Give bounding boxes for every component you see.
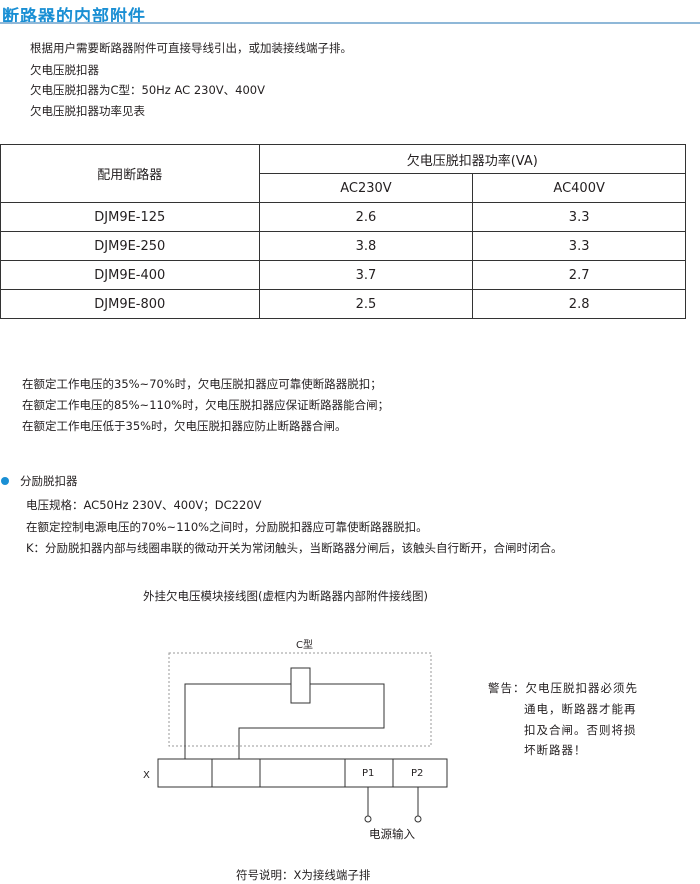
wire	[184, 683, 291, 759]
table-row: DJM9E-125 2.6 3.3	[0, 202, 686, 232]
dashed-box	[168, 652, 432, 747]
shunt-line: 在额定控制电源电压的70%~110%之间时，分励脱扣器应可靠使断路器脱扣。	[26, 520, 428, 534]
title-divider	[0, 22, 700, 24]
shunt-line: K：分励脱扣器内部与线圈串联的微动开关为常闭触头，当断路器分闸后，该触头自行断开…	[26, 541, 563, 555]
cell: 3.3	[472, 231, 686, 261]
box-label: C型	[296, 640, 313, 651]
warning-line: 扣及合闸。否则将损	[524, 723, 637, 737]
intro-line: 欠电压脱扣器为C型：50Hz AC 230V、400V	[30, 83, 265, 97]
terminal-p2: P2	[411, 768, 424, 779]
table-row: DJM9E-250 3.8 3.3	[0, 231, 686, 261]
strip-label: X	[143, 770, 150, 781]
power-label: 电源输入	[369, 827, 415, 841]
condition-line: 在额定工作电压的85%~110%时，欠电压脱扣器应保证断路器能合闸；	[22, 398, 390, 412]
wire	[238, 683, 385, 759]
warning-line: 通电，断路器才能再	[524, 702, 637, 716]
shunt-line: 电压规格：AC50Hz 230V、400V；DC220V	[26, 498, 262, 512]
condition-line: 在额定工作电压的35%~70%时，欠电压脱扣器应可靠使断路器脱扣；	[22, 377, 382, 391]
table-row: DJM9E-400 3.7 2.7	[0, 260, 686, 290]
power-table: 配用断路器 欠电压脱扣器功率(VA) AC230V AC400V DJM9E-125…	[0, 144, 687, 319]
warning-line: 坏断路器！	[524, 743, 587, 757]
intro-line: 根据用户需要断路器附件可直接导线引出，或加装接线端子排。	[30, 41, 352, 55]
symbol-legend: 符号说明：X为接线端子排	[236, 868, 371, 882]
cell: DJM9E-800	[0, 289, 260, 319]
group-header: 欠电压脱扣器功率(VA)	[258, 144, 687, 174]
terminal-circle	[414, 815, 422, 823]
diagram-caption: 外挂欠电压模块接线图(虚框内为断路器内部附件接线图)	[143, 589, 428, 603]
cell: 2.7	[472, 260, 686, 290]
terminal-p1: P1	[362, 768, 375, 779]
cell: 2.5	[258, 289, 474, 319]
table-row: DJM9E-800 2.5 2.8	[0, 289, 686, 319]
intro-line: 欠电压脱扣器功率见表	[30, 104, 145, 118]
col-header-breaker: 配用断路器	[0, 144, 260, 203]
cell: 3.7	[258, 260, 474, 290]
cell: 3.3	[472, 202, 686, 232]
cell: DJM9E-400	[0, 260, 260, 290]
bullet-icon	[1, 477, 9, 485]
condition-line: 在额定工作电压低于35%时，欠电压脱扣器应防止断路器合闸。	[22, 419, 347, 433]
shunt-heading: 分励脱扣器	[20, 474, 78, 488]
coil	[290, 667, 311, 704]
cell: 2.8	[472, 289, 686, 319]
warning-line: 警告：欠电压脱扣器必须先	[488, 681, 638, 695]
intro-line: 欠电压脱扣器	[30, 63, 99, 77]
terminal-strip	[157, 758, 448, 788]
terminal-circle	[364, 815, 372, 823]
sub-header: AC400V	[472, 173, 686, 203]
cell: DJM9E-250	[0, 231, 260, 261]
